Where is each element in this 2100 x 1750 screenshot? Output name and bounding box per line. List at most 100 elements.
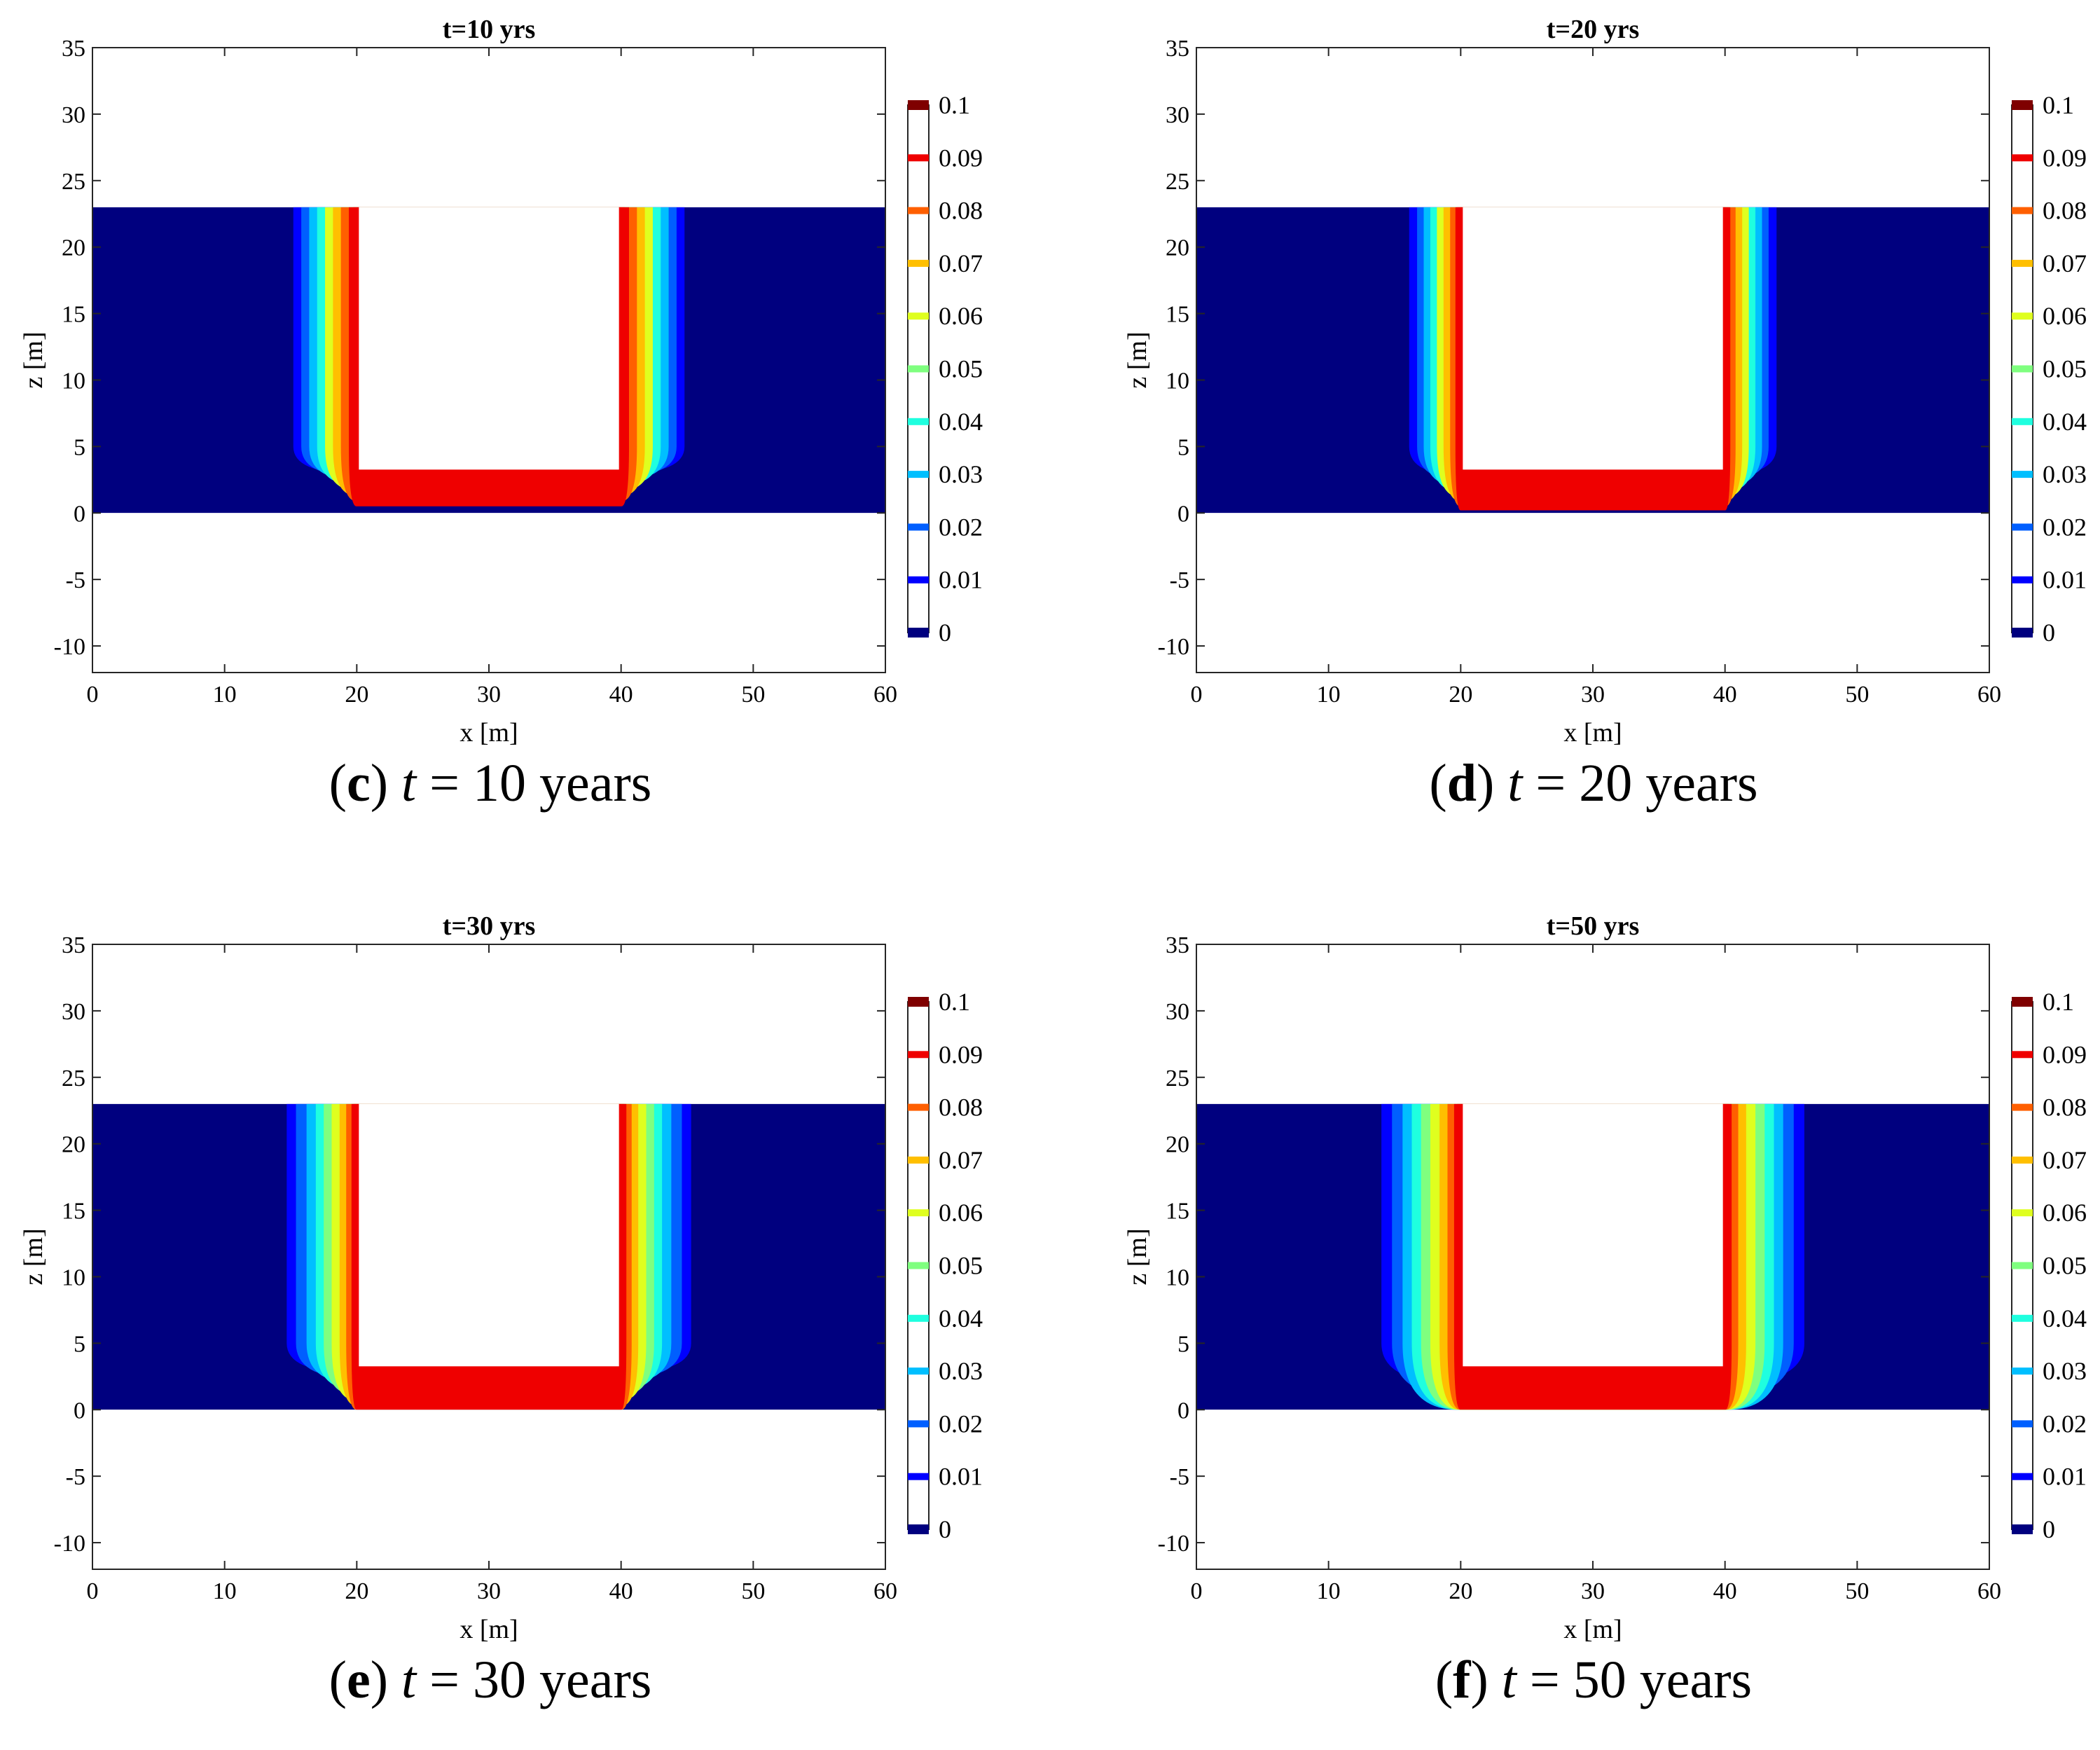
colorbar-swatch bbox=[2012, 471, 2033, 478]
y-tick-label: 20 bbox=[62, 1132, 85, 1158]
y-tick-label: 25 bbox=[1166, 1066, 1189, 1091]
x-axis-label: x [m] bbox=[1563, 718, 1622, 747]
y-tick-label: -10 bbox=[54, 1531, 85, 1557]
colorbar-swatch bbox=[908, 1262, 929, 1269]
colorbar-swatch bbox=[2012, 1051, 2033, 1059]
y-tick-label: 35 bbox=[1166, 932, 1189, 958]
colorbar-tick-label: 0 bbox=[939, 619, 951, 647]
colorbar-tick-label: 0.1 bbox=[2043, 91, 2074, 119]
y-tick-label: 0 bbox=[1177, 1398, 1189, 1424]
colorbar-tick-label: 0.09 bbox=[939, 144, 983, 172]
colorbar-swatch bbox=[2012, 154, 2033, 162]
trench-boundary bbox=[353, 1103, 625, 1374]
plot-title: t=10 yrs bbox=[443, 15, 535, 44]
colorbar-swatch bbox=[908, 312, 929, 320]
colorbar-tick-label: 0.07 bbox=[939, 1146, 983, 1174]
caption-equation: = 50 years bbox=[1529, 1651, 1753, 1709]
colorbar-tick-label: 0.1 bbox=[2043, 988, 2074, 1016]
x-tick-label: 20 bbox=[1449, 1578, 1472, 1604]
y-axis-label: z [m] bbox=[19, 1228, 48, 1285]
caption-paren: ) bbox=[1476, 754, 1495, 813]
x-tick-label: 30 bbox=[477, 682, 501, 708]
colorbar-swatch bbox=[2012, 259, 2033, 267]
y-tick-label: -5 bbox=[1170, 567, 1189, 593]
x-tick-label: 10 bbox=[1317, 1578, 1341, 1604]
y-tick-label: 15 bbox=[62, 1199, 85, 1225]
colorbar-swatch bbox=[908, 154, 929, 162]
x-axis-label: x [m] bbox=[460, 1615, 518, 1644]
colorbar-tick-label: 0 bbox=[939, 1515, 951, 1543]
y-tick-label: 5 bbox=[1177, 434, 1189, 460]
y-tick-label: 25 bbox=[1166, 169, 1189, 195]
x-tick-label: 20 bbox=[345, 1578, 368, 1604]
y-tick-label: 20 bbox=[62, 235, 85, 261]
colorbar-swatch bbox=[2012, 628, 2033, 638]
colorbar-tick-label: 0.07 bbox=[939, 249, 983, 277]
x-tick-label: 40 bbox=[609, 1578, 633, 1604]
y-tick-label: 10 bbox=[62, 368, 85, 394]
x-tick-label: 30 bbox=[1581, 682, 1605, 708]
y-axis-label: z [m] bbox=[1123, 331, 1152, 388]
colorbar-tick-label: 0.06 bbox=[2043, 302, 2087, 330]
colorbar-tick-label: 0.04 bbox=[2043, 408, 2087, 436]
colorbar-swatch bbox=[908, 1367, 929, 1375]
x-axis-label: x [m] bbox=[460, 718, 518, 747]
colorbar-tick-label: 0.07 bbox=[2043, 249, 2087, 277]
x-tick-label: 60 bbox=[1977, 682, 2001, 708]
contour-field bbox=[92, 1103, 885, 1410]
colorbar-tick-label: 0.02 bbox=[939, 513, 983, 541]
colorbar-swatch bbox=[908, 418, 929, 425]
colorbar-swatch bbox=[908, 628, 929, 638]
colorbar-swatch bbox=[2012, 997, 2033, 1007]
colorbar-tick-label: 0 bbox=[2043, 619, 2055, 647]
colorbar-swatch bbox=[2012, 365, 2033, 373]
contour-field bbox=[1196, 207, 1989, 514]
colorbar-swatch bbox=[908, 523, 929, 531]
y-tick-label: 30 bbox=[1166, 999, 1189, 1025]
panel-caption: (c) t = 10 years bbox=[210, 753, 771, 814]
colorbar-tick-label: 0.05 bbox=[939, 355, 983, 383]
contour-field bbox=[1196, 1103, 1989, 1410]
caption-paren: ( bbox=[1435, 1651, 1453, 1709]
trench-boundary bbox=[353, 207, 625, 477]
y-tick-label: 0 bbox=[1177, 501, 1189, 527]
x-tick-label: 0 bbox=[87, 682, 99, 708]
colorbar-swatch bbox=[2012, 312, 2033, 320]
caption-letter: c bbox=[346, 754, 371, 813]
colorbar-swatch bbox=[908, 1420, 929, 1428]
colorbar-tick-label: 0.09 bbox=[939, 1040, 983, 1068]
caption-letter: d bbox=[1446, 754, 1477, 813]
colorbar-swatch bbox=[908, 1473, 929, 1480]
colorbar-swatch bbox=[2012, 100, 2033, 110]
colorbar-tick-label: 0.03 bbox=[2043, 1357, 2087, 1385]
colorbar-swatch bbox=[2012, 1367, 2033, 1375]
colorbar-tick-label: 0.06 bbox=[2043, 1199, 2087, 1227]
y-tick-label: 15 bbox=[1166, 302, 1189, 328]
colorbar-tick-label: 0.08 bbox=[2043, 1094, 2087, 1122]
colorbar-tick-label: 0.1 bbox=[939, 988, 970, 1016]
y-tick-label: 5 bbox=[1177, 1331, 1189, 1357]
caption-paren: ( bbox=[1429, 754, 1447, 813]
y-tick-label: 5 bbox=[74, 434, 85, 460]
x-tick-label: 40 bbox=[609, 682, 633, 708]
x-tick-label: 10 bbox=[213, 1578, 237, 1604]
x-tick-label: 30 bbox=[1581, 1578, 1605, 1604]
colorbar-swatch bbox=[2012, 1524, 2033, 1534]
y-tick-label: 5 bbox=[74, 1331, 85, 1357]
x-tick-label: 60 bbox=[873, 682, 897, 708]
y-tick-label: 35 bbox=[62, 36, 85, 62]
colorbar-tick-label: 0 bbox=[2043, 1515, 2055, 1543]
colorbar-tick-label: 0.08 bbox=[939, 197, 983, 225]
caption-paren: ( bbox=[329, 1651, 347, 1709]
x-tick-label: 50 bbox=[741, 682, 765, 708]
y-tick-label: -10 bbox=[1158, 634, 1189, 660]
trench-void bbox=[1463, 207, 1723, 470]
x-tick-label: 0 bbox=[87, 1578, 99, 1604]
colorbar-tick-label: 0.05 bbox=[939, 1252, 983, 1280]
colorbar-tick-label: 0.01 bbox=[939, 1463, 983, 1491]
